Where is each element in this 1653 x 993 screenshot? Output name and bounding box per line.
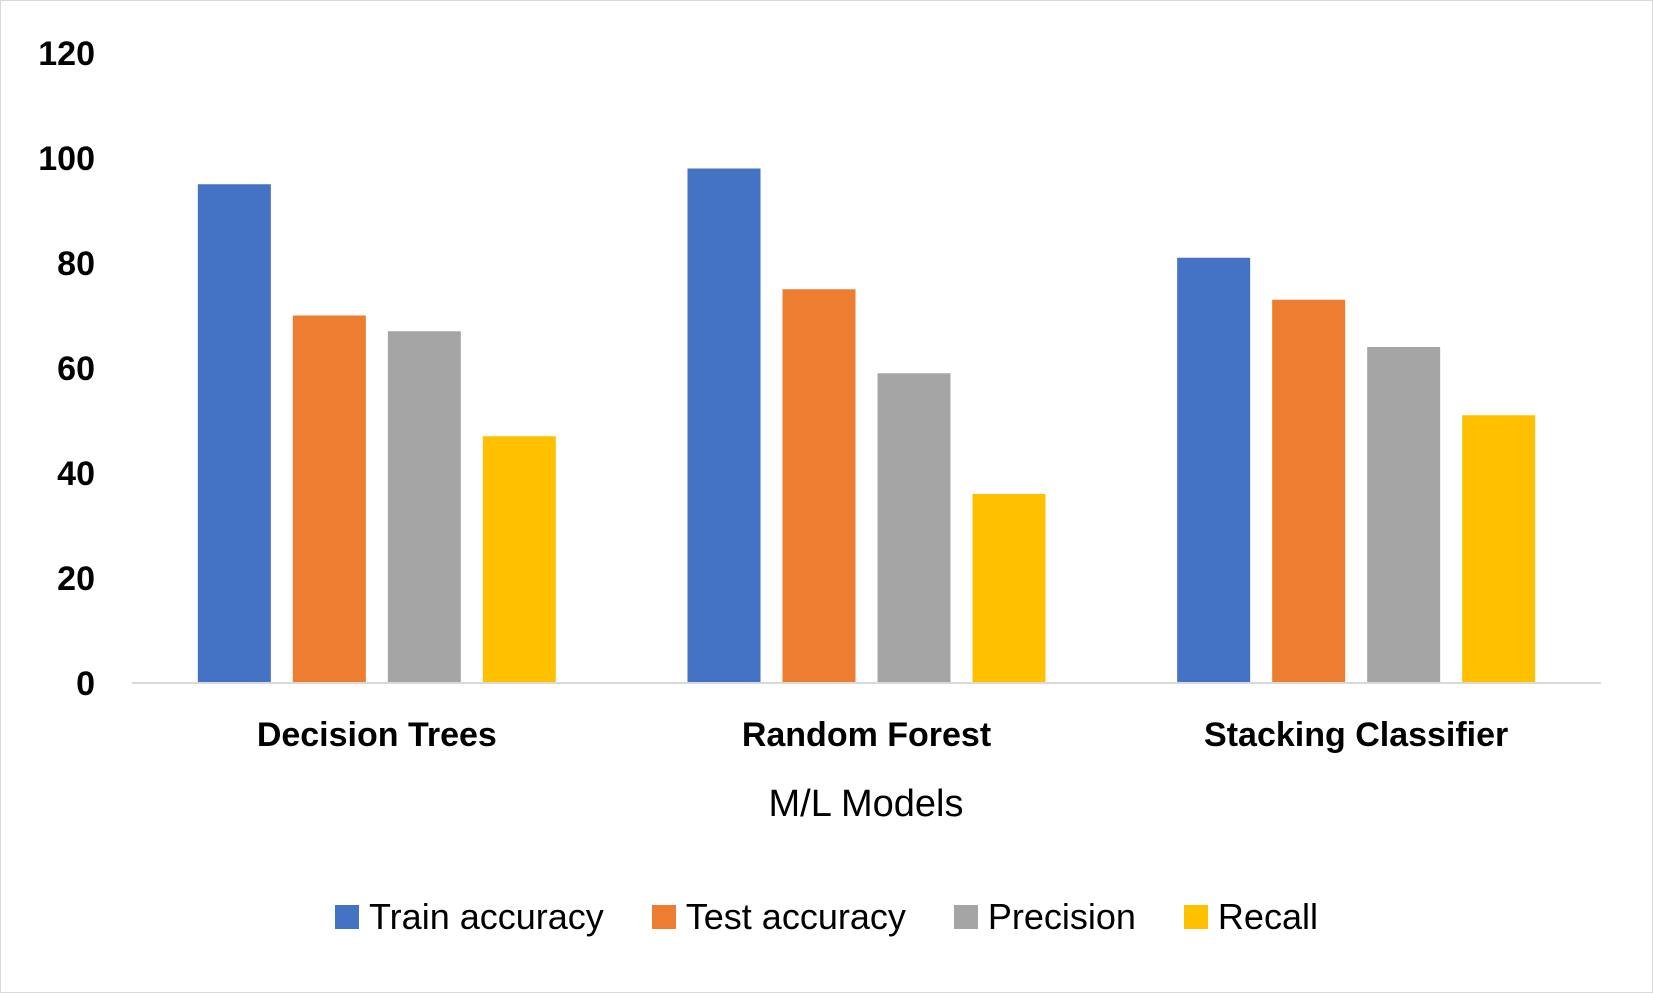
bar bbox=[292, 315, 366, 683]
legend-item: Recall bbox=[1183, 896, 1318, 938]
legend-swatch bbox=[953, 905, 978, 929]
legend-swatch bbox=[1183, 905, 1208, 929]
bar bbox=[1367, 347, 1441, 683]
x-axis-ticks: Decision Trees Random Forest Stacking Clas… bbox=[257, 716, 1508, 754]
legend-swatch bbox=[651, 905, 676, 929]
bar bbox=[1462, 415, 1536, 683]
y-tick-label: 0 bbox=[76, 665, 95, 703]
legend-swatch bbox=[335, 905, 360, 929]
x-axis-title: M/L Models bbox=[769, 783, 964, 825]
y-tick-label: 120 bbox=[38, 35, 95, 73]
legend-item: Train accuracy bbox=[335, 896, 604, 938]
legend-item: Test accuracy bbox=[651, 896, 906, 938]
y-tick-label: 80 bbox=[57, 245, 95, 283]
y-tick-label: 60 bbox=[57, 350, 95, 388]
bar bbox=[877, 373, 951, 683]
bar bbox=[782, 289, 856, 683]
bar bbox=[687, 168, 761, 683]
bar bbox=[482, 436, 556, 683]
legend-item: Precision bbox=[953, 896, 1136, 938]
bar bbox=[1177, 257, 1251, 683]
y-tick-label: 40 bbox=[57, 455, 95, 493]
legend-label: Train accuracy bbox=[369, 896, 604, 937]
legend: Train accuracy Test accuracy Precision Reca… bbox=[1, 896, 1652, 938]
y-tick-label: 100 bbox=[38, 140, 95, 178]
legend-label: Precision bbox=[987, 896, 1136, 937]
legend-label: Test accuracy bbox=[685, 896, 906, 937]
bar bbox=[387, 331, 461, 683]
y-tick-label: 20 bbox=[57, 560, 95, 598]
y-axis-ticks: 0 20 40 60 80 100 120 bbox=[38, 35, 95, 703]
bar bbox=[972, 494, 1046, 683]
x-tick-label: Random Forest bbox=[742, 716, 991, 754]
x-tick-label: Decision Trees bbox=[257, 716, 497, 754]
x-tick-label: Stacking Classifier bbox=[1204, 716, 1508, 754]
bars bbox=[197, 168, 1536, 683]
legend-label: Recall bbox=[1217, 896, 1318, 937]
bar bbox=[197, 184, 271, 683]
bar bbox=[1272, 299, 1346, 683]
